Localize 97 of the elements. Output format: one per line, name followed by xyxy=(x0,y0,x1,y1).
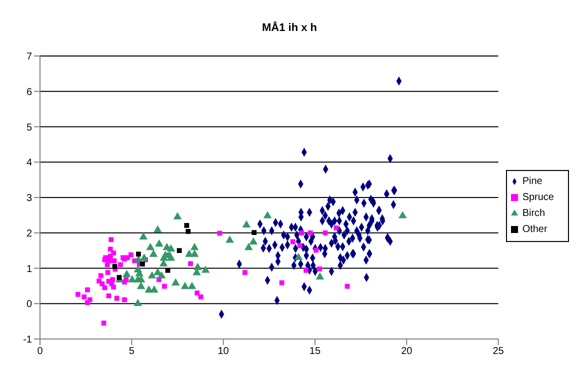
y-tick-label: 0 xyxy=(26,299,32,310)
point xyxy=(85,300,90,306)
point xyxy=(166,254,176,261)
x-tick-label: 10 xyxy=(218,346,230,358)
point xyxy=(308,230,313,236)
y-tick-label: 1 xyxy=(26,264,32,275)
point xyxy=(122,270,131,278)
point xyxy=(106,258,112,264)
point xyxy=(244,242,253,250)
y-tick-label: 2 xyxy=(26,228,32,240)
point xyxy=(146,242,155,250)
point xyxy=(242,220,251,228)
point xyxy=(108,237,114,242)
y-tick-label: 3 xyxy=(26,193,32,204)
point xyxy=(188,282,196,290)
point xyxy=(322,230,328,236)
point xyxy=(252,230,257,235)
point xyxy=(154,225,162,232)
legend-label: Spruce xyxy=(522,192,554,203)
x-tick-label: 25 xyxy=(492,346,504,358)
y-tick-label: 6 xyxy=(26,86,32,98)
point xyxy=(194,290,200,296)
point xyxy=(294,252,303,260)
point xyxy=(106,293,112,298)
x-tick-label: 0 xyxy=(37,346,44,358)
point xyxy=(249,237,258,244)
point xyxy=(242,270,248,275)
point xyxy=(116,275,122,280)
legend-label: Other xyxy=(522,224,548,235)
point xyxy=(114,296,120,301)
chart-title: MÅ1 ih x h xyxy=(260,20,318,36)
y-tick-label: 7 xyxy=(26,52,32,63)
point xyxy=(226,236,234,243)
point xyxy=(304,268,308,273)
point xyxy=(157,271,166,278)
point xyxy=(85,287,90,292)
point xyxy=(398,211,407,218)
point xyxy=(148,271,156,278)
point xyxy=(136,252,141,257)
point xyxy=(111,284,116,290)
point xyxy=(136,282,146,290)
point xyxy=(180,282,190,290)
x-tick-label: 5 xyxy=(128,346,135,358)
point xyxy=(165,268,170,273)
point xyxy=(299,230,304,236)
legend-label: Pine xyxy=(522,176,542,187)
y-tick-label: 5 xyxy=(26,122,32,134)
point xyxy=(172,278,180,286)
point xyxy=(100,281,105,286)
point xyxy=(176,248,182,254)
point xyxy=(134,298,142,306)
point xyxy=(98,273,104,278)
point xyxy=(186,229,191,234)
y-tick-label: -1 xyxy=(23,334,32,346)
point xyxy=(140,254,148,261)
point xyxy=(128,252,134,258)
point xyxy=(217,230,222,236)
point xyxy=(298,243,302,248)
point xyxy=(101,320,106,326)
point xyxy=(188,261,193,266)
point xyxy=(105,270,110,275)
point xyxy=(190,250,199,257)
point xyxy=(140,262,145,266)
point xyxy=(139,232,148,240)
point xyxy=(162,284,167,289)
point xyxy=(118,262,123,268)
point xyxy=(166,244,176,252)
x-tick-label: 15 xyxy=(309,346,321,358)
point xyxy=(190,242,199,250)
point xyxy=(184,222,190,228)
point xyxy=(82,294,87,300)
point xyxy=(108,246,113,252)
point xyxy=(149,250,158,257)
point xyxy=(263,211,272,218)
point xyxy=(112,258,117,264)
point xyxy=(290,239,296,244)
point xyxy=(317,266,322,272)
point xyxy=(314,248,319,253)
point xyxy=(76,292,80,297)
point xyxy=(124,277,129,282)
point xyxy=(279,280,284,286)
point xyxy=(108,254,113,259)
point xyxy=(194,262,202,270)
point xyxy=(110,277,116,282)
point xyxy=(122,297,127,302)
point xyxy=(316,272,324,280)
point xyxy=(150,285,158,293)
point xyxy=(198,294,204,300)
point xyxy=(173,212,182,220)
x-tick-label: 20 xyxy=(401,346,413,358)
point xyxy=(112,264,118,269)
y-tick-label: 4 xyxy=(26,158,32,169)
point xyxy=(201,266,210,273)
point xyxy=(334,225,339,230)
point xyxy=(155,239,164,247)
point xyxy=(136,275,146,282)
legend-label: Birch xyxy=(522,208,546,219)
